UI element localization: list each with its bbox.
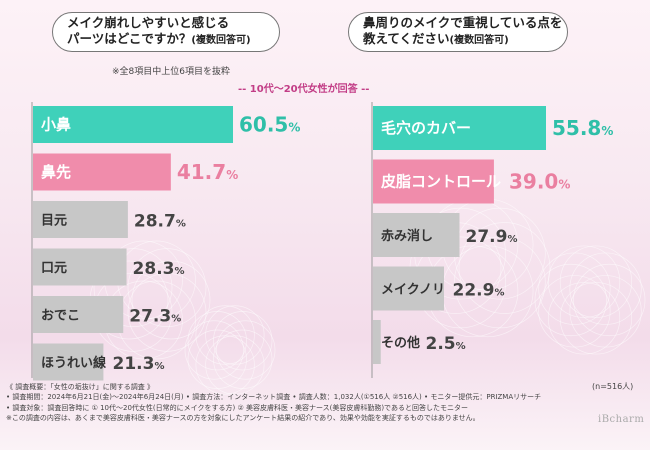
left-bar-2 (33, 201, 128, 238)
right-value-label-2: 27.9% (466, 227, 518, 247)
footnote-disclaimer: ※この調査の内容は、あくまで美容皮膚科医・美容ナースの方を対象にしたアンケート結… (6, 413, 480, 422)
left-category-label-2: 目元 (41, 214, 67, 229)
left-category-label-5: ほうれい線 (41, 355, 107, 371)
right-category-label-3: メイクノリ (381, 283, 445, 298)
question-right-line2: 教えてください (363, 31, 450, 46)
footnote-target: • 調査対象：調査回答時に ① 10代～20代女性(日常的にメイクをする方) ②… (6, 403, 468, 412)
left-value-label-1: 41.7% (177, 160, 238, 184)
left-category-label-3: 口元 (41, 261, 67, 276)
right-bar-2 (373, 213, 460, 257)
left-value-label-0: 60.5% (239, 113, 300, 137)
left-bar-0 (33, 106, 233, 143)
right-bar-1 (373, 159, 494, 204)
question-box-left: メイク崩れしやすいと感じる パーツはどこですか？(複数回答可) (52, 12, 280, 52)
left-value-label-3: 28.3% (133, 259, 185, 279)
footnote-title: 《 調査概要：「女性の垢抜け」に関する調査 》 (6, 383, 154, 391)
right-bar-3 (373, 266, 444, 311)
right-category-label-2: 赤み消し (381, 228, 433, 244)
left-value-label-2: 28.7% (134, 212, 186, 232)
right-bar-4 (373, 320, 381, 364)
footnote-period: • 調査期間：2024年6月21日(金)～2024年6月24日(月) • 調査方… (6, 393, 542, 402)
right-value-label-1: 39.0% (509, 170, 570, 194)
left-bar-5 (33, 343, 104, 381)
top6-note: ※全8項目中上位6項目を抜粋 (112, 67, 230, 77)
footnotes: 《 調査概要：「女性の垢抜け」に関する調査 》 • 調査期間：2024年6月21… (6, 382, 616, 423)
sample-size: (n=516人) (592, 382, 634, 391)
left-bar-4 (33, 296, 124, 333)
right-value-label-4: 2.5% (426, 334, 466, 354)
right-category-label-0: 毛穴のカバー (381, 119, 471, 137)
question-left-note: (複数回答可) (191, 35, 251, 46)
respondent-subtitle: -- 10代～20代女性が回答 -- (238, 84, 370, 95)
question-right-line1: 鼻周りのメイクで重視している点を (363, 15, 563, 30)
question-left-line1: メイク崩れしやすいと感じる (67, 15, 230, 30)
left-bar-3 (33, 248, 127, 286)
right-bar-0 (373, 106, 546, 150)
left-category-label-1: 鼻先 (41, 163, 71, 181)
right-value-label-0: 55.8% (552, 116, 613, 140)
question-left-line2: パーツはどこですか？ (67, 31, 192, 46)
question-box-right: 鼻周りのメイクで重視している点を 教えてください(複数回答可) (348, 12, 568, 52)
brand-logo: iBcharm (598, 414, 645, 425)
left-bar-1 (33, 153, 171, 191)
left-category-label-0: 小鼻 (41, 116, 71, 134)
right-category-label-4: その他 (381, 335, 420, 351)
right-category-label-1: 皮脂コントロール (381, 173, 501, 191)
right-value-label-3: 22.9% (453, 281, 505, 301)
question-right-note: (複数回答可) (449, 35, 509, 46)
left-value-label-4: 27.3% (129, 307, 181, 327)
left-category-label-4: おでこ (41, 309, 80, 324)
left-value-label-5: 21.3% (113, 354, 165, 374)
